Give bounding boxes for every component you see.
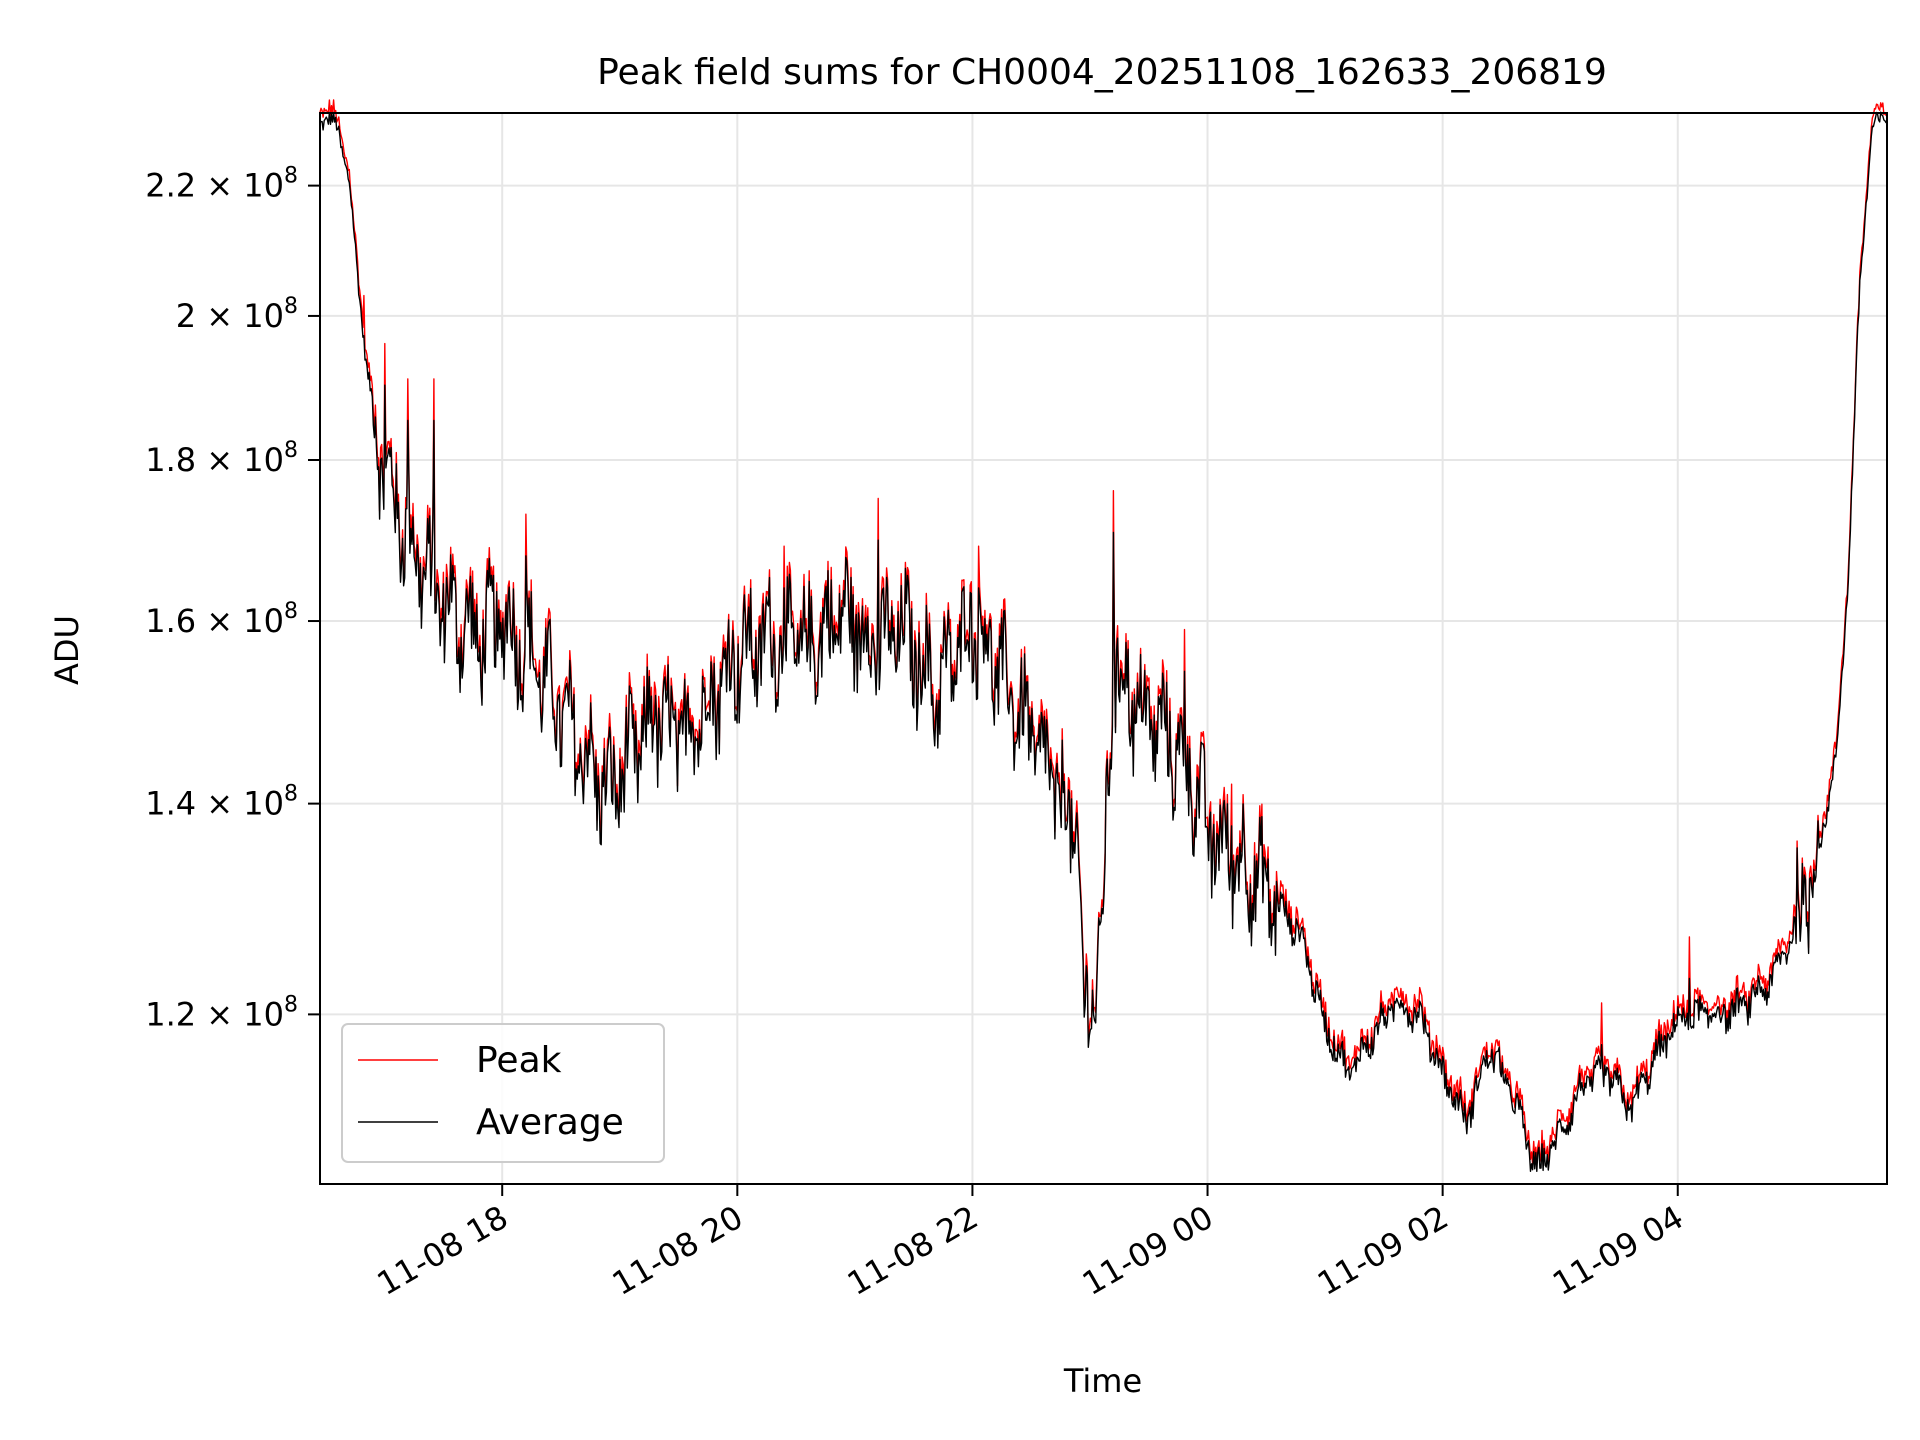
plot-series (319, 99, 1888, 1172)
y-tick-label: 2.2 × 108 (145, 164, 298, 205)
y-tick-label: 1.8 × 108 (145, 438, 298, 479)
y-axis: 1.2 × 108 1.4 × 108 1.6 × 108 1.8 × 108 2 × … (145, 164, 320, 1033)
y-tick-label: 1.6 × 108 (145, 599, 298, 640)
y-tick-label: 1.2 × 108 (145, 992, 298, 1033)
plot-frame (319, 112, 1888, 1185)
legend-peak-label: Peak (476, 1040, 562, 1081)
legend: Peak Average (341, 1023, 665, 1163)
legend-average-label: Average (476, 1102, 624, 1143)
y-axis-label: ADU (48, 615, 86, 685)
chart-title: Peak field sums for CH0004_20251108_1626… (597, 52, 1607, 93)
x-axis-label: Time (1063, 1362, 1142, 1400)
y-tick-label: 2 × 108 (176, 294, 298, 335)
y-tick-label: 1.4 × 108 (145, 782, 298, 823)
legend-box (341, 1023, 665, 1163)
series-line-average (319, 111, 1888, 1172)
